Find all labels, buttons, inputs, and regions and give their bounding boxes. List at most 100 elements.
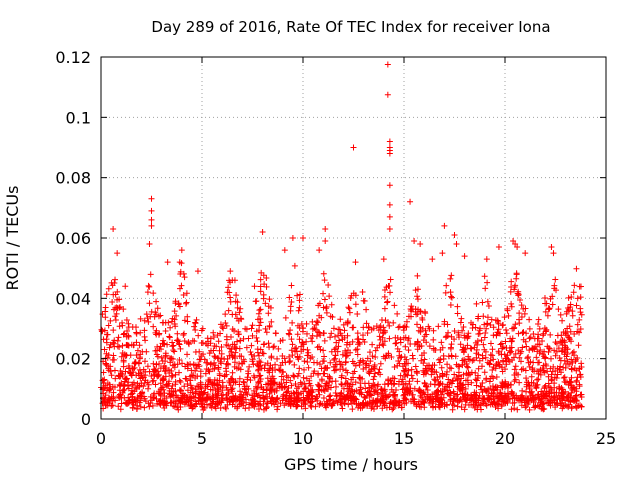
data-point [557,357,564,364]
data-point [288,282,295,289]
data-point [361,338,368,345]
data-point [446,364,453,371]
data-point [249,392,256,399]
data-point [280,376,287,383]
data-point [130,399,137,406]
data-point [111,343,118,350]
data-point [366,362,373,369]
data-point [376,342,383,349]
data-point [364,355,371,362]
data-point [530,398,537,405]
data-point [322,238,329,245]
data-point [309,386,316,393]
data-point [341,327,348,334]
data-point [364,330,371,337]
data-point [443,282,450,289]
data-point [296,304,303,311]
data-point [249,358,256,365]
data-point [172,398,179,405]
data-point [114,250,121,257]
data-point [373,403,380,410]
data-point [401,354,408,361]
data-point [445,353,452,360]
data-point [565,294,572,301]
data-point [521,310,528,317]
data-point [156,330,163,337]
data-point [446,379,453,386]
data-point [387,276,394,283]
data-point [511,366,518,373]
data-point [356,340,363,347]
data-point [461,406,468,413]
data-point [577,294,584,301]
data-point [344,352,351,359]
data-point [495,326,502,333]
data-point [289,341,296,348]
data-point [112,375,119,382]
data-point [305,390,312,397]
data-point [236,375,243,382]
data-point [522,367,529,374]
data-point [354,310,361,317]
data-point [414,293,421,300]
data-point [184,313,191,320]
data-point [407,198,414,205]
data-point [435,323,442,330]
data-point [400,334,407,341]
data-point [174,404,181,411]
data-point [334,348,341,355]
data-point [533,384,540,391]
data-point [435,403,442,410]
data-point [395,358,402,365]
data-point [277,367,284,374]
data-point [545,373,552,380]
data-point [112,276,119,283]
data-point [329,402,336,409]
data-point [294,292,301,299]
data-point [570,289,577,296]
data-point [454,310,461,317]
data-point [274,394,281,401]
data-point [257,306,264,313]
data-point [477,325,484,332]
data-point [442,289,449,296]
data-point [360,359,367,366]
data-point [220,391,227,398]
data-point [136,366,143,373]
data-point [157,365,164,372]
data-point [304,346,311,353]
data-point [416,386,423,393]
data-point [103,336,110,343]
data-point [430,327,437,334]
data-point [569,359,576,366]
data-point [337,390,344,397]
data-point [256,373,263,380]
data-point [117,406,124,413]
data-point [133,352,140,359]
data-point [120,331,127,338]
data-point [203,365,210,372]
data-point [380,330,387,337]
data-point [112,397,119,404]
data-point [286,353,293,360]
data-point [234,403,241,410]
data-point [224,386,231,393]
data-point [150,360,157,367]
data-point [153,298,160,305]
data-point [168,367,175,374]
data-point [288,347,295,354]
data-point [339,405,346,412]
data-point [338,332,345,339]
data-point [574,374,581,381]
data-point [495,320,502,327]
data-point [535,376,542,383]
data-point [331,346,338,353]
data-point [218,355,225,362]
data-point [285,330,292,337]
data-point [527,334,534,341]
data-point [135,395,142,402]
data-point [176,285,183,292]
data-point [148,207,155,214]
data-point [508,348,515,355]
data-point [518,366,525,373]
